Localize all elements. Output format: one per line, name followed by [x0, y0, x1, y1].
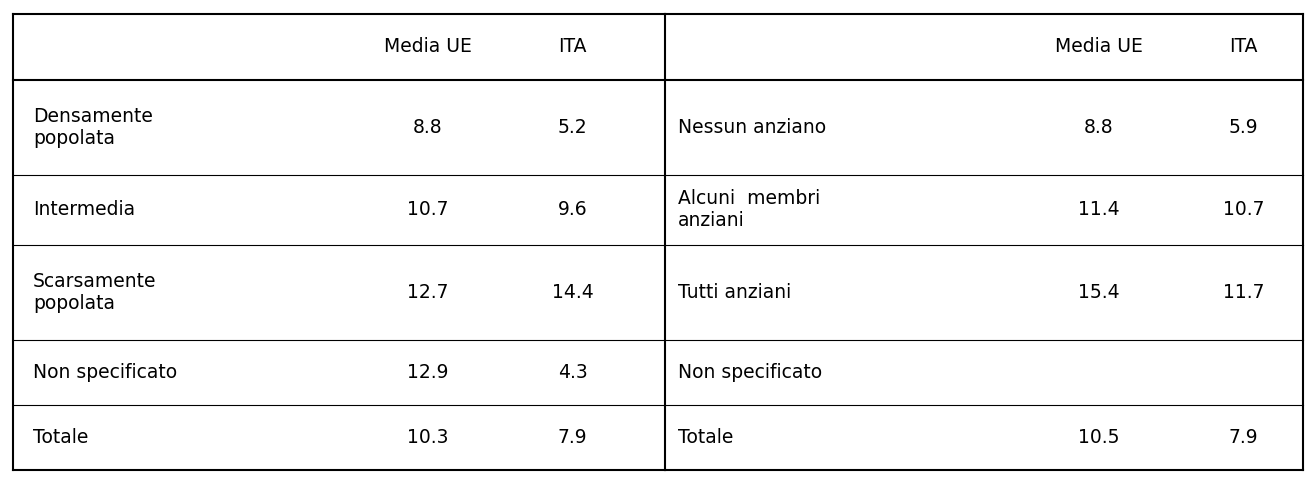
Text: Tutti anziani: Tutti anziani: [678, 283, 791, 302]
Text: 8.8: 8.8: [413, 118, 442, 137]
Text: 8.8: 8.8: [1084, 118, 1113, 137]
Text: ITA: ITA: [558, 37, 587, 57]
Text: 7.9: 7.9: [1229, 428, 1258, 447]
Text: 12.9: 12.9: [407, 363, 449, 382]
Text: 5.9: 5.9: [1229, 118, 1258, 137]
Text: 15.4: 15.4: [1078, 283, 1120, 302]
Text: Scarsamente
popolata: Scarsamente popolata: [33, 272, 157, 313]
Text: Alcuni  membri
anziani: Alcuni membri anziani: [678, 189, 820, 230]
Text: Non specificato: Non specificato: [678, 363, 822, 382]
Text: 5.2: 5.2: [558, 118, 587, 137]
Text: 10.5: 10.5: [1078, 428, 1120, 447]
Text: 14.4: 14.4: [551, 283, 594, 302]
Text: 4.3: 4.3: [558, 363, 587, 382]
Text: Totale: Totale: [33, 428, 88, 447]
Text: 9.6: 9.6: [558, 200, 587, 219]
Text: Nessun anziano: Nessun anziano: [678, 118, 826, 137]
Text: 10.3: 10.3: [407, 428, 449, 447]
Text: Non specificato: Non specificato: [33, 363, 178, 382]
Text: 10.7: 10.7: [407, 200, 449, 219]
Text: ITA: ITA: [1229, 37, 1258, 57]
Text: 10.7: 10.7: [1223, 200, 1265, 219]
Text: 11.7: 11.7: [1223, 283, 1265, 302]
Text: Totale: Totale: [678, 428, 733, 447]
Text: 11.4: 11.4: [1078, 200, 1120, 219]
Text: 12.7: 12.7: [407, 283, 449, 302]
Text: Media UE: Media UE: [384, 37, 471, 57]
Text: Densamente
popolata: Densamente popolata: [33, 107, 153, 148]
Text: Intermedia: Intermedia: [33, 200, 136, 219]
Text: 7.9: 7.9: [558, 428, 587, 447]
Text: Media UE: Media UE: [1055, 37, 1142, 57]
